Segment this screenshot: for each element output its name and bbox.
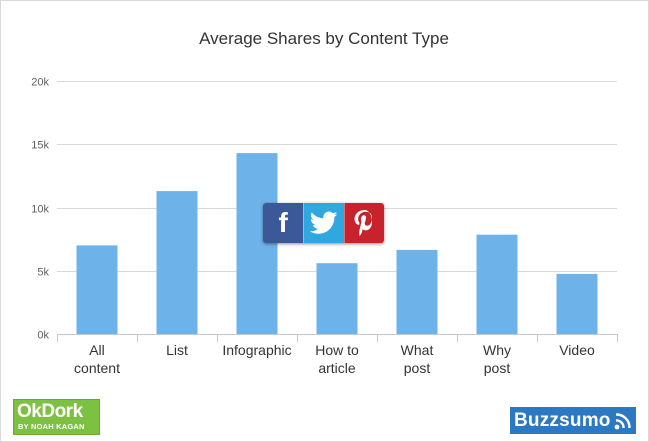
y-tick-label: 5k <box>37 267 49 279</box>
x-tick-label: What post <box>401 342 434 376</box>
bar <box>396 249 438 334</box>
y-tick-label: 20k <box>31 77 49 89</box>
pinterest-share-button[interactable] <box>343 203 384 243</box>
twitter-share-button[interactable] <box>303 203 344 243</box>
bar <box>236 153 278 334</box>
x-tick-label: All content <box>74 342 120 376</box>
y-tick-label: 0k <box>37 330 49 342</box>
x-axis-tick-labels: All content List Infographic How to article Wh… <box>57 334 618 376</box>
y-tick-label: 10k <box>31 204 49 216</box>
x-tick-label: Video <box>559 342 595 358</box>
bar <box>476 234 518 334</box>
x-tick-label: How to article <box>315 342 359 376</box>
buzzsumo-logo: Buzzsumo <box>510 407 636 434</box>
signal-icon <box>614 412 631 429</box>
buzzsumo-logo-text: Buzzsumo <box>514 409 611 431</box>
bars <box>76 153 598 334</box>
bar <box>76 245 118 334</box>
x-tick-label: List <box>166 342 188 358</box>
y-tick-label: 15k <box>31 140 49 152</box>
facebook-share-button[interactable]: f <box>263 203 304 243</box>
bar <box>316 263 358 334</box>
bar-chart: Average Shares by Content Type 0k 5k 10k 15… <box>31 29 618 376</box>
share-buttons: f <box>263 203 384 243</box>
okdork-logo-subtext: BY NOAH KAGAN <box>18 422 85 431</box>
okdork-logo-text: OkDork <box>17 401 83 422</box>
chart-title: Average Shares by Content Type <box>199 29 449 48</box>
twitter-icon <box>310 211 338 234</box>
facebook-icon: f <box>278 207 288 238</box>
okdork-logo: OkDork BY NOAH KAGAN <box>13 399 100 435</box>
bar <box>556 273 598 334</box>
y-axis-tick-labels: 0k 5k 10k 15k 20k <box>31 77 49 342</box>
pinterest-icon <box>354 210 373 236</box>
x-tick-label: Infographic <box>222 342 291 358</box>
bar <box>156 191 198 334</box>
x-tick-label: Why post <box>483 342 511 376</box>
